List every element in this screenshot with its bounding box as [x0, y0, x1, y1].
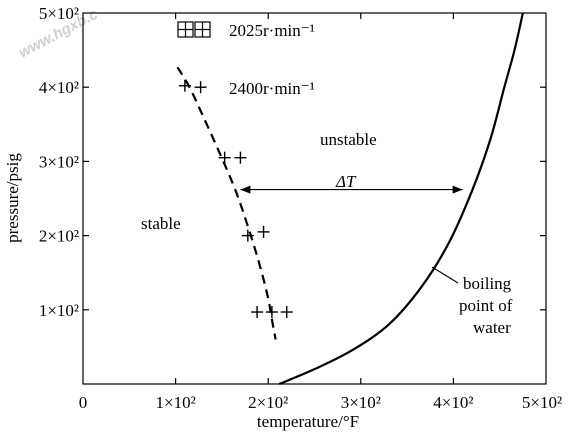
data-marker-8 — [280, 306, 293, 319]
boiling-leader-line — [431, 266, 459, 284]
delta-t-arrowhead-left — [240, 185, 251, 194]
legend: 2025r·min⁻¹ 2400r·min⁻¹ — [177, 21, 315, 98]
x-tick-label-2: 2×10² — [248, 393, 288, 412]
delta-t-arrowhead-right — [452, 185, 463, 194]
boiling-label-1: boiling — [463, 274, 512, 293]
delta-t-label: ΔT — [335, 172, 357, 191]
legend-entry-1: 2025r·min⁻¹ — [229, 21, 315, 40]
y-tick-label-4: 5×10² — [39, 4, 79, 23]
x-axis-ticks: 0 1×10² 2×10² 3×10² 4×10² 5×10² — [79, 13, 562, 412]
boiling-point-curve — [278, 12, 524, 386]
boiling-label-2: point of — [459, 296, 513, 315]
y-axis-ticks: 1×10² 2×10² 3×10² 4×10² 5×10² — [39, 4, 546, 320]
data-marker-3 — [234, 151, 247, 164]
x-axis-title: temperature/°F — [257, 412, 359, 431]
legend-entry-2: 2400r·min⁻¹ — [229, 79, 315, 98]
stable-label: stable — [141, 214, 181, 233]
data-marker-6 — [251, 306, 264, 319]
x-tick-label-3: 3×10² — [341, 393, 381, 412]
x-tick-label-4: 4×10² — [433, 393, 473, 412]
unstable-label: unstable — [320, 130, 377, 149]
data-marker-4 — [241, 229, 254, 242]
delta-t-arrow — [240, 185, 463, 194]
data-marker-0 — [178, 79, 191, 92]
x-tick-label-1: 1×10² — [156, 393, 196, 412]
x-tick-label-0: 0 — [79, 393, 88, 412]
y-axis-title: pressure/psig — [3, 153, 22, 243]
data-marker-5 — [257, 225, 270, 238]
data-marker-2 — [218, 151, 231, 164]
boiling-label-3: water — [473, 318, 511, 337]
x-tick-label-5: 5×10² — [522, 393, 562, 412]
markers-layer — [178, 79, 293, 319]
y-tick-label-0: 1×10² — [39, 301, 79, 320]
data-marker-1 — [194, 81, 207, 94]
y-tick-label-1: 2×10² — [39, 227, 79, 246]
y-tick-label-3: 4×10² — [39, 78, 79, 97]
data-marker-7 — [265, 306, 278, 319]
plot-frame — [82, 12, 547, 385]
y-tick-label-2: 3×10² — [39, 152, 79, 171]
series-layer — [176, 12, 524, 386]
stability-curve — [176, 66, 277, 340]
